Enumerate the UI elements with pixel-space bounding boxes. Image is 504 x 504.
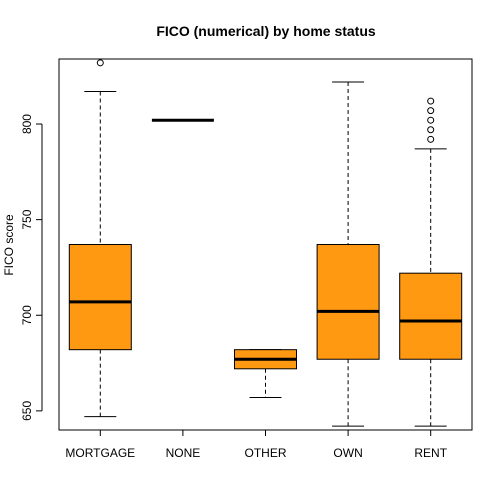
- chart-title: FICO (numerical) by home status: [156, 23, 376, 39]
- outlier-point: [96, 59, 104, 67]
- y-tick-label: 700: [20, 305, 34, 325]
- box-rent: [399, 272, 463, 360]
- y-tick-label: 800: [20, 114, 34, 134]
- box-mortgage: [68, 244, 132, 351]
- x-tick-label: MORTGAGE: [65, 446, 135, 460]
- outlier-point: [427, 116, 435, 124]
- x-tick-label: RENT: [414, 446, 447, 460]
- x-tick-label: OTHER: [245, 446, 287, 460]
- box-own: [316, 244, 380, 360]
- y-axis-label: FICO score: [2, 214, 16, 276]
- y-tick-label: 750: [20, 209, 34, 229]
- y-tick-label: 650: [20, 401, 34, 421]
- outlier-point: [427, 135, 435, 143]
- x-tick-label: OWN: [333, 446, 362, 460]
- outlier-point: [427, 126, 435, 134]
- outlier-point: [427, 97, 435, 105]
- outlier-point: [427, 107, 435, 115]
- x-tick-label: NONE: [166, 446, 201, 460]
